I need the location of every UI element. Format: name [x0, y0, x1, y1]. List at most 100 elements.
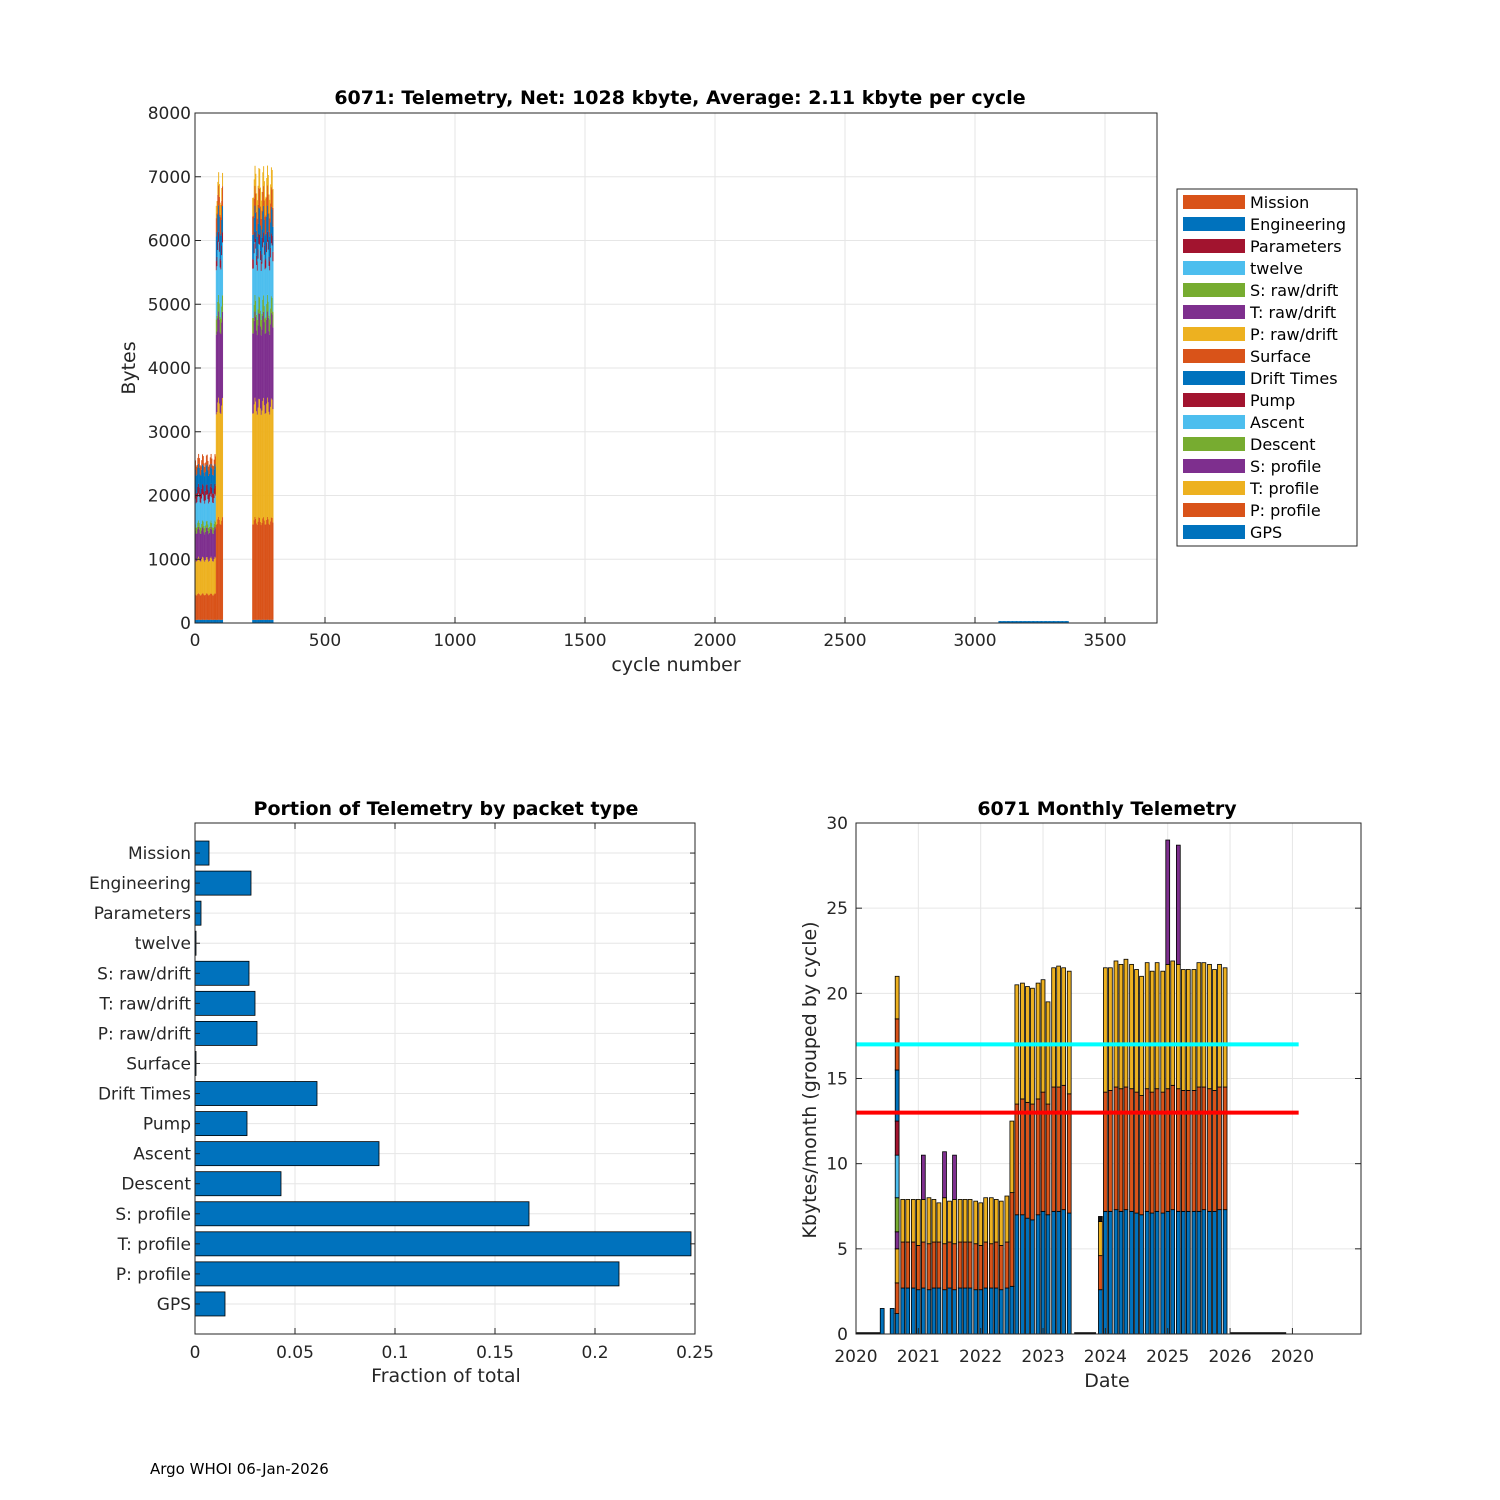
- telemetry-bar-segment: [214, 493, 216, 521]
- telemetry-bar-segment: [252, 317, 254, 334]
- telemetry-bar-segment: [220, 524, 222, 620]
- telemetry-bar-segment: [218, 319, 220, 404]
- monthly-bar-segment: [957, 1199, 963, 1243]
- telemetry-bar-segment: [253, 304, 255, 321]
- telemetry-bar-segment: [261, 229, 263, 255]
- telemetry-bar-segment: [215, 619, 217, 623]
- telemetry-bar-segment: [216, 232, 218, 257]
- telemetry-bar-segment: [198, 522, 200, 530]
- telemetry-bar-segment: [217, 301, 219, 319]
- telemetry-bar-segment: [208, 561, 210, 596]
- telemetry-bar-segment: [270, 167, 272, 188]
- telemetry-bar-segment: [267, 619, 269, 623]
- telemetry-bar-segment: [197, 467, 199, 488]
- telemetry-bar-segment: [195, 494, 197, 504]
- telemetry-bar-segment: [202, 593, 204, 620]
- monthly-bar-segment: [894, 1231, 900, 1250]
- telemetry-bar-segment: [1060, 621, 1062, 623]
- telemetry-bar-segment: [203, 619, 205, 623]
- monthly-chart: 2020 2021 2022 2023 2024 2025 2026 2020 0510152…: [799, 798, 1362, 1392]
- monthly-bar-segment: [889, 1308, 895, 1335]
- telemetry-bar-segment: [221, 405, 223, 521]
- monthly-bar-segment: [1191, 1210, 1197, 1335]
- telemetry-bar-segment: [218, 196, 220, 217]
- telemetry-bar-segment: [1045, 621, 1047, 623]
- telemetry-bar-segment: [1035, 621, 1037, 623]
- telemetry-bar-segment: [262, 172, 264, 192]
- monthly-bar-segment: [1113, 1209, 1119, 1335]
- monthly-bar-segment: [921, 1241, 926, 1289]
- telemetry-bar-segment: [206, 454, 208, 465]
- x-tick-label: 0.1: [381, 1343, 408, 1363]
- telemetry-bar-segment: [260, 250, 261, 261]
- telemetry-bar-segment: [219, 215, 221, 234]
- telemetry-bar-segment: [1046, 621, 1048, 623]
- telemetry-bar-segment: [202, 556, 204, 594]
- x-tick-label: 0: [190, 1343, 201, 1363]
- x-tick-label: 2025: [1146, 1347, 1189, 1367]
- telemetry-bar-segment: [269, 199, 271, 219]
- monthly-bar-segment: [1098, 1216, 1103, 1222]
- telemetry-bar-segment: [221, 200, 223, 220]
- legend-swatch: [1183, 437, 1245, 451]
- monthly-bar-segment: [1020, 1098, 1025, 1216]
- monthly-bar-segment: [1061, 1209, 1066, 1335]
- telemetry-bar-segment: [213, 498, 215, 524]
- telemetry-bar-segment: [198, 558, 200, 594]
- monthly-ylabel: Kbytes/month (grouped by cycle): [799, 921, 821, 1238]
- telemetry-bar-segment: [257, 223, 259, 250]
- telemetry-bar-segment: [218, 619, 220, 623]
- monthly-bar-segment: [1061, 1084, 1066, 1211]
- telemetry-bar-segment: [261, 329, 263, 411]
- telemetry-bar-segment: [261, 523, 263, 620]
- telemetry-bar-segment: [270, 312, 272, 399]
- y-tick-label: Engineering: [89, 874, 191, 894]
- y-tick-label: 5: [837, 1240, 848, 1260]
- telemetry-bar-segment: [261, 191, 263, 211]
- telemetry-bar-segment: [259, 399, 261, 518]
- telemetry-bar-segment: [252, 216, 254, 235]
- telemetry-bar-segment: [205, 494, 207, 522]
- telemetry-bar-segment: [209, 560, 211, 596]
- telemetry-bar-segment: [222, 397, 224, 518]
- telemetry-bar-segment: [219, 524, 221, 620]
- telemetry-xlabel: cycle number: [611, 654, 740, 676]
- telemetry-bar-segment: [263, 242, 265, 296]
- telemetry-bar-segment: [264, 235, 266, 261]
- telemetry-bar-segment: [259, 619, 261, 623]
- telemetry-bar-segment: [1014, 621, 1016, 623]
- telemetry-bar-segment: [214, 483, 216, 494]
- telemetry-bar-segment: [269, 414, 271, 525]
- telemetry-bar-segment: [267, 185, 269, 206]
- telemetry-bar-segment: [254, 619, 256, 623]
- telemetry-bar-segment: [1067, 621, 1069, 623]
- telemetry-bar-segment: [200, 503, 202, 528]
- telemetry-bar-segment: [252, 317, 254, 334]
- telemetry-bar-segment: [252, 413, 254, 525]
- legend-label: Descent: [1250, 435, 1316, 454]
- telemetry-bar-segment: [256, 261, 258, 271]
- monthly-bar-segment: [1014, 1103, 1020, 1216]
- telemetry-bar-segment: [202, 465, 204, 486]
- telemetry-bar-segment: [258, 207, 260, 234]
- telemetry-y-ticks: 0 1000 2000 3000 4000 5000 6000 7000 8000: [148, 104, 201, 634]
- monthly-bar-segment: [1051, 1086, 1056, 1212]
- telemetry-bar-segment: [253, 253, 255, 305]
- telemetry-bar-segment: [216, 256, 218, 267]
- telemetry-bar-segment: [212, 561, 214, 596]
- legend-swatch: [1183, 393, 1245, 407]
- y-tick-label: 8000: [148, 104, 191, 124]
- telemetry-bar-segment: [267, 519, 269, 620]
- y-tick-label: Surface: [126, 1054, 191, 1074]
- monthly-bar-segment: [1129, 1088, 1134, 1212]
- telemetry-bar-segment: [268, 213, 270, 232]
- telemetry-bar-segment: [210, 526, 212, 557]
- telemetry-bar-segment: [270, 296, 272, 313]
- y-tick-label: 25: [826, 899, 848, 919]
- y-tick-label: Parameters: [94, 904, 191, 924]
- monthly-bar-segment: [1160, 1091, 1166, 1214]
- telemetry-bar-segment: [218, 251, 220, 304]
- telemetry-bar-segment: [220, 269, 222, 319]
- telemetry-bar-segment: [1003, 621, 1005, 623]
